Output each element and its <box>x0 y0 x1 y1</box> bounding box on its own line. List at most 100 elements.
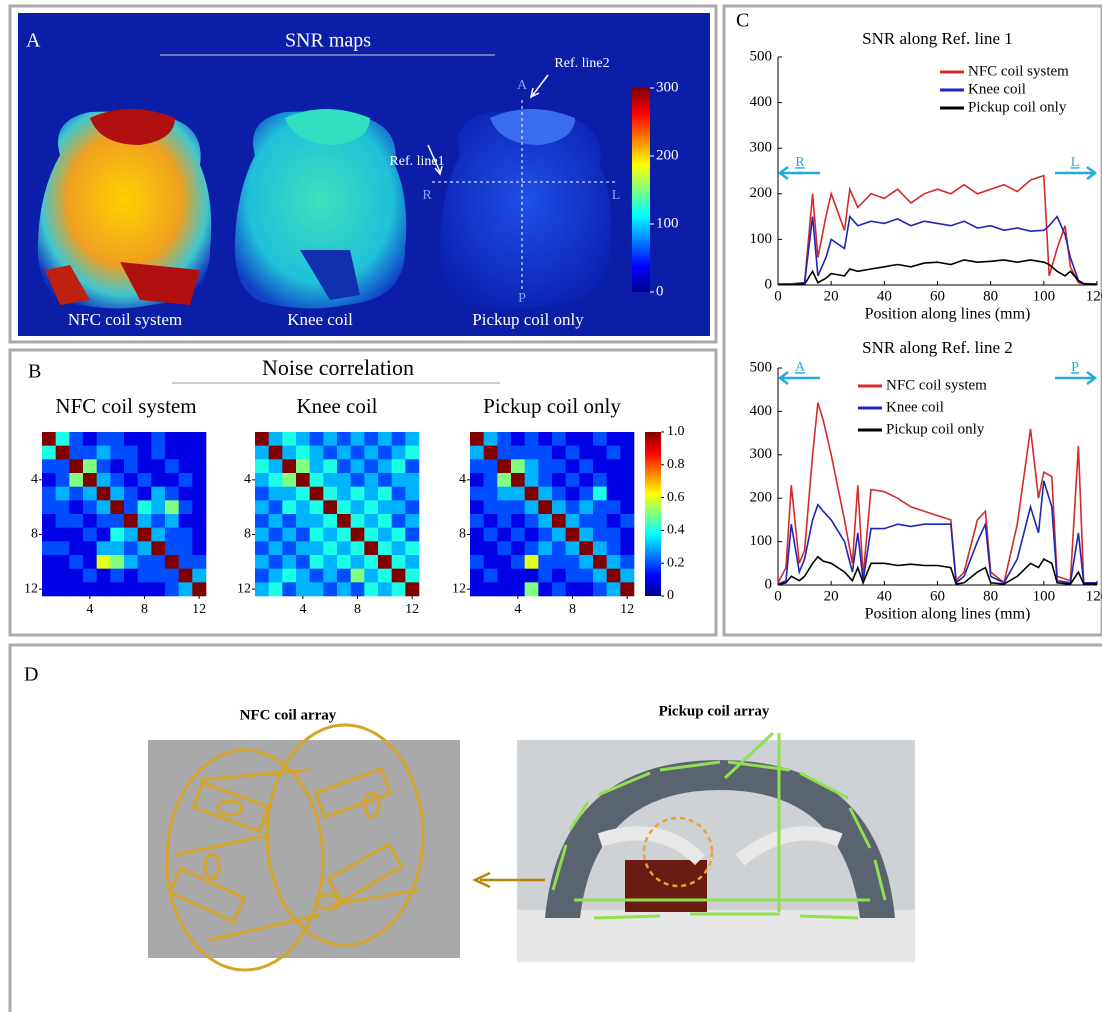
legend-label: Pickup coil only <box>968 99 1067 115</box>
heatmap-cell <box>364 555 378 569</box>
heatmap-cell <box>69 582 83 596</box>
heatmap-cell <box>607 446 621 460</box>
heatmap-cell <box>56 541 70 555</box>
heatmap-cell <box>138 569 152 583</box>
heatmap-cell <box>511 459 525 473</box>
heatmap-cell <box>124 487 138 501</box>
heatmap-cell <box>566 432 580 446</box>
heatmap-cell <box>337 541 351 555</box>
heatmap-cell <box>364 487 378 501</box>
heatmap-cell <box>566 528 580 542</box>
heatmap-cell <box>296 487 310 501</box>
heatmap-cell <box>566 582 580 596</box>
knee-map-2 <box>235 109 406 309</box>
heatmap-cell <box>192 569 206 583</box>
heatmap-cell <box>470 514 484 528</box>
direction-label: A <box>795 360 806 375</box>
heatmap-cell <box>138 487 152 501</box>
heatmap-cell <box>69 446 83 460</box>
heatmap-cell <box>56 487 70 501</box>
heatmap-cell <box>42 446 56 460</box>
heatmap-cell <box>124 446 138 460</box>
data-line <box>778 176 1097 285</box>
heatmap-cell <box>405 569 419 583</box>
heatmap-cell <box>620 514 634 528</box>
heatmap-cell <box>69 432 83 446</box>
heatmap-cell <box>192 487 206 501</box>
heatmap-cell <box>255 514 269 528</box>
heatmap-cell <box>351 569 365 583</box>
heatmap-cell <box>392 514 406 528</box>
heatmap-cell <box>497 514 511 528</box>
heatmap-cell <box>192 555 206 569</box>
y-tick-label: 0 <box>765 276 773 292</box>
heatmap-cell <box>378 528 392 542</box>
heatmap-cell <box>124 555 138 569</box>
heatmap-cell <box>192 459 206 473</box>
x-tick-label: 0 <box>774 288 782 304</box>
heatmap-cell <box>525 487 539 501</box>
heatmap-cell <box>525 514 539 528</box>
heatmap-cell <box>323 555 337 569</box>
heatmap-cell <box>552 487 566 501</box>
heatmap-cell <box>392 446 406 460</box>
heatmap-cell <box>110 541 124 555</box>
heatmap-cell <box>364 432 378 446</box>
heatmap-cell <box>192 446 206 460</box>
heatmap-cell <box>351 487 365 501</box>
heatmap-cell <box>165 487 179 501</box>
heatmap-cell <box>83 487 97 501</box>
heatmap-cell <box>351 473 365 487</box>
heatmap-cell <box>378 514 392 528</box>
heatmap-cell <box>552 555 566 569</box>
heatmap-cell <box>378 569 392 583</box>
heatmap-cell <box>497 555 511 569</box>
heatmap-cell <box>538 541 552 555</box>
y-tick-label: 0 <box>765 576 773 592</box>
legend-label: NFC coil system <box>968 63 1069 79</box>
heatmap-cell <box>593 582 607 596</box>
heatmap-cell <box>323 473 337 487</box>
x-tick-label: 8 <box>354 602 361 617</box>
heatmap-cell <box>269 446 283 460</box>
x-tick-label: 40 <box>877 588 892 604</box>
heatmap-cell <box>593 541 607 555</box>
heatmap-cell <box>484 528 498 542</box>
heatmap-cell <box>296 500 310 514</box>
heatmap-cell <box>56 459 70 473</box>
image-caption: NFC coil system <box>68 310 182 329</box>
heatmap-cell <box>69 473 83 487</box>
heatmap-cell <box>607 541 621 555</box>
heatmap-cell <box>151 569 165 583</box>
heatmap-cell <box>110 555 124 569</box>
heatmap-cell <box>269 459 283 473</box>
heatmap-cell <box>269 569 283 583</box>
heatmap-cell <box>42 500 56 514</box>
heatmap-cell <box>310 541 324 555</box>
heatmap-cell <box>165 582 179 596</box>
heatmap-cell <box>310 432 324 446</box>
heatmap-cell <box>97 555 111 569</box>
heatmap-cell <box>566 446 580 460</box>
chart-title: SNR along Ref. line 1 <box>862 29 1013 48</box>
figure-canvas: A SNR maps Ref. line1 Ref. line2 B Noise… <box>0 0 1102 1012</box>
x-tick-label: 8 <box>569 602 576 617</box>
heatmap-cell <box>566 514 580 528</box>
heatmap-cell <box>552 473 566 487</box>
heatmap-cell <box>310 500 324 514</box>
heatmap-cell <box>255 500 269 514</box>
heatmap-cell <box>337 569 351 583</box>
heatmap-cell <box>511 487 525 501</box>
knee-map-3 <box>440 109 611 309</box>
heatmap-cell <box>351 500 365 514</box>
heatmap-cell <box>179 500 193 514</box>
heatmap-cell <box>165 528 179 542</box>
heatmap-cell <box>69 555 83 569</box>
heatmap-cell <box>165 446 179 460</box>
heatmap-cell <box>497 459 511 473</box>
heatmap-cell <box>511 541 525 555</box>
x-tick-label: 4 <box>299 602 306 617</box>
x-tick-label: 8 <box>141 602 148 617</box>
x-tick-label: 20 <box>824 288 839 304</box>
heatmap-cell <box>42 459 56 473</box>
